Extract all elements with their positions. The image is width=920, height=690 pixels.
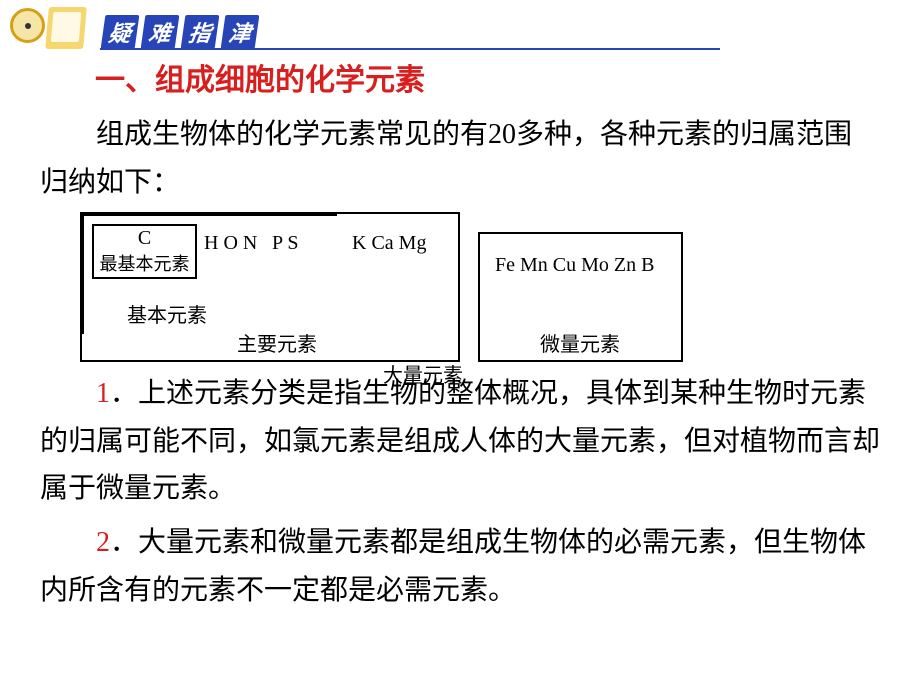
banner-char-3: 指 [181, 15, 220, 49]
main-label: 主要元素 [237, 328, 317, 357]
element-c-label: C [138, 227, 151, 250]
point-1-number: 1 [96, 378, 110, 409]
magnifier-icon [10, 8, 45, 43]
micro-element-box: Fe Mn Cu Mo Zn B 微量元素 [478, 232, 683, 362]
content-area: 一、组成细胞的化学元素 组成生物体的化学元素常见的有20多种，各种元素的归属范围… [40, 55, 880, 620]
basic-label: 基本元素 [127, 299, 207, 328]
intro-text-1: 组成生物体的化学元素常见的有 [96, 119, 488, 150]
section-heading: 一、组成细胞的化学元素 [95, 55, 880, 99]
most-basic-label: 最基本元素 [100, 250, 190, 276]
intro-number: 20 [488, 119, 516, 150]
macro-label: 大量元素 [383, 359, 463, 388]
macro-element-box: C 最基本元素 H O N 基本元素 P S 主要元素 K Ca Mg 大量元素 [80, 212, 460, 362]
point-2-paragraph: 2．大量元素和微量元素都是组成生物体的必需元素，但生物体内所含有的元素不一定都是… [40, 519, 880, 614]
banner-chars: 疑 难 指 津 [103, 15, 257, 49]
book-icon [45, 7, 87, 49]
micro-label: 微量元素 [540, 328, 620, 357]
ps-elements: P S [272, 232, 299, 255]
banner-underline [100, 48, 720, 50]
banner-char-4: 津 [221, 15, 260, 49]
micro-elements-list: Fe Mn Cu Mo Zn B [495, 254, 654, 277]
element-diagram: C 最基本元素 H O N 基本元素 P S 主要元素 K Ca Mg 大量元素… [80, 212, 880, 362]
intro-paragraph: 组成生物体的化学元素常见的有20多种，各种元素的归属范围归纳如下： [40, 111, 880, 206]
most-basic-box: C 最基本元素 [92, 224, 197, 279]
point-2-text: ．大量元素和微量元素都是组成生物体的必需元素，但生物体内所含有的元素不一定都是必… [40, 527, 866, 606]
banner-char-2: 难 [141, 15, 180, 49]
kcamg-elements: K Ca Mg [352, 232, 426, 255]
cartoon-icon [5, 5, 95, 55]
banner-char-1: 疑 [101, 15, 140, 49]
hon-elements: H O N [204, 232, 257, 255]
point-1-text: ．上述元素分类是指生物的整体概况，具体到某种生物时元素的归属可能不同，如氯元素是… [40, 378, 880, 504]
point-2-number: 2 [96, 527, 110, 558]
point-1-paragraph: 1．上述元素分类是指生物的整体概况，具体到某种生物时元素的归属可能不同，如氯元素… [40, 370, 880, 513]
